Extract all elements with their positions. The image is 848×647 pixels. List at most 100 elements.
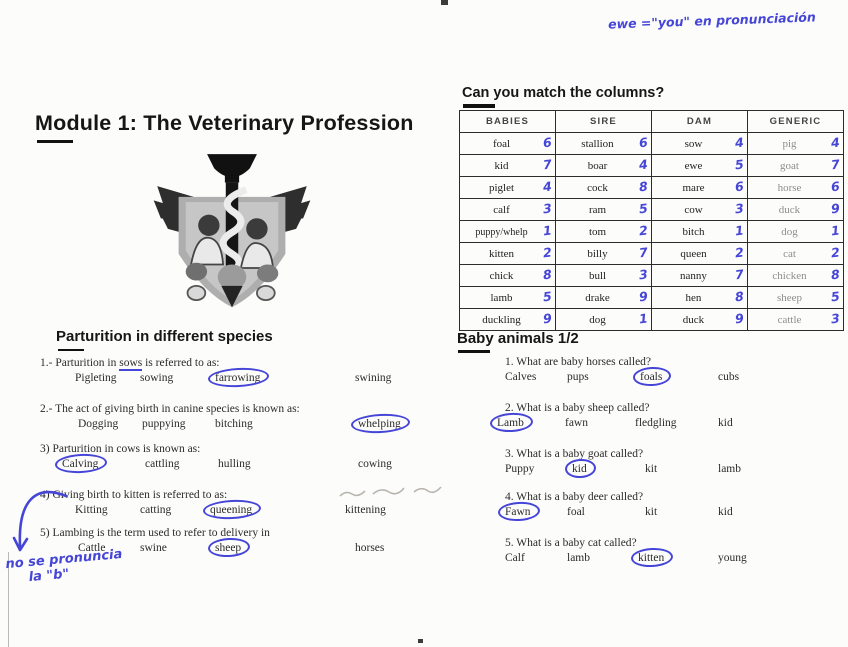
answer-option: kittening xyxy=(345,504,386,516)
answer-option: Puppy xyxy=(505,463,535,475)
answer-option: Pigleting xyxy=(75,372,117,384)
column-header: BABIES xyxy=(459,110,556,133)
question-prompt: 2.- The act of giving birth in canine sp… xyxy=(40,403,300,415)
handwritten-number: 6 xyxy=(830,178,841,195)
table-row: duckling 9 dog 1 duck 9 cattle 3 xyxy=(459,308,844,331)
section-underline xyxy=(58,349,84,351)
answer-option: cowing xyxy=(358,458,392,470)
answer-option-circled: kid xyxy=(572,463,587,475)
page-title: Module 1: The Veterinary Profession xyxy=(35,111,414,135)
table-cell: tom 2 xyxy=(555,220,652,243)
handwritten-number: 2 xyxy=(542,244,553,261)
section-underline xyxy=(463,104,495,108)
answer-option: cubs xyxy=(718,371,740,383)
answer-option: Kitting xyxy=(75,504,108,516)
table-cell: cow 3 xyxy=(651,198,748,221)
handwritten-number: 7 xyxy=(542,156,553,173)
handwritten-number: 8 xyxy=(734,288,745,305)
table-cell: foal 6 xyxy=(459,132,556,155)
table-cell: nanny 7 xyxy=(651,264,748,287)
answer-option: catting xyxy=(140,504,172,516)
table-cell: kitten 2 xyxy=(459,242,556,265)
question-prompt: 1. What are baby horses called? xyxy=(505,356,652,368)
question-prompt: 1.- Parturition in sows is referred to a… xyxy=(40,357,220,371)
answer-option: kit xyxy=(645,463,658,475)
table-cell: stallion 6 xyxy=(555,132,652,155)
handwritten-number: 8 xyxy=(638,178,649,195)
answer-option: swining xyxy=(355,372,392,384)
answer-option: puppying xyxy=(142,418,186,430)
answer-option: Dogging xyxy=(78,418,119,430)
handwritten-number: 6 xyxy=(638,134,649,151)
answer-option-circled: Calving xyxy=(62,458,99,470)
handwritten-number: 2 xyxy=(830,244,841,261)
table-cell: cock 8 xyxy=(555,176,652,199)
answer-option-circled: sheep xyxy=(215,542,242,554)
table-cell: dog 1 xyxy=(555,308,652,331)
answer-option: Calf xyxy=(505,552,525,564)
table-cell: ewe 5 xyxy=(651,154,748,177)
blue-underlined-word: sows xyxy=(119,357,143,371)
question-prompt: 5. What is a baby cat called? xyxy=(505,537,637,549)
table-cell: chicken 8 xyxy=(747,264,844,287)
section-heading-match: Can you match the columns? xyxy=(462,85,665,101)
question-block: 5) Lambing is the term used to refer to … xyxy=(40,527,460,569)
handwritten-number: 3 xyxy=(734,200,745,217)
table-cell: horse 6 xyxy=(747,176,844,199)
table-cell: lamb 5 xyxy=(459,286,556,309)
table-cell: goat 7 xyxy=(747,154,844,177)
scan-edge-line xyxy=(8,552,9,647)
handwritten-number: 9 xyxy=(830,200,841,217)
table-cell: chick 8 xyxy=(459,264,556,287)
handwritten-number: 6 xyxy=(542,134,553,151)
answer-option-circled: kitten xyxy=(638,552,665,564)
handwritten-number: 5 xyxy=(830,288,841,305)
answer-option: kid xyxy=(718,417,733,429)
veterinary-caduceus-emblem-icon xyxy=(153,154,311,308)
answer-option: lamb xyxy=(567,552,590,564)
handwritten-number: 9 xyxy=(542,310,553,327)
handwritten-number: 5 xyxy=(638,200,649,217)
handwritten-number: 2 xyxy=(638,222,649,239)
table-row: calf 3 ram 5 cow 3 duck 9 xyxy=(459,198,844,221)
handwritten-number: 9 xyxy=(734,310,745,327)
table-cell: cattle 3 xyxy=(747,308,844,331)
column-header: DAM xyxy=(651,110,748,133)
table-row: foal 6 stallion 6 sow 4 pig 4 xyxy=(459,132,844,155)
scan-mark xyxy=(441,0,448,5)
table-row: chick 8 bull 3 nanny 7 chicken 8 xyxy=(459,264,844,287)
answer-option: horses xyxy=(355,542,385,554)
table-row: lamb 5 drake 9 hen 8 sheep 5 xyxy=(459,286,844,309)
table-cell: piglet 4 xyxy=(459,176,556,199)
table-cell: bull 3 xyxy=(555,264,652,287)
answer-option: kit xyxy=(645,506,658,518)
answer-option: fledgling xyxy=(635,417,677,429)
table-cell: dog 1 xyxy=(747,220,844,243)
answer-option: cattling xyxy=(145,458,180,470)
handwritten-number: 3 xyxy=(542,200,553,217)
table-cell: cat 2 xyxy=(747,242,844,265)
question-block: 2.- The act of giving birth in canine sp… xyxy=(40,403,460,445)
answer-option: hulling xyxy=(218,458,251,470)
answer-option-circled: Fawn xyxy=(505,506,531,518)
question-prompt: 3. What is a baby goat called? xyxy=(505,448,644,460)
handwritten-number: 4 xyxy=(830,134,841,151)
table-header-row: BABIES SIRE DAM GENERIC xyxy=(459,110,844,133)
handwritten-number: 1 xyxy=(542,222,553,239)
table-cell: bitch 1 xyxy=(651,220,748,243)
answer-option: bitching xyxy=(215,418,253,430)
table-cell: pig 4 xyxy=(747,132,844,155)
section-heading-parturition: Parturition in different species xyxy=(56,328,273,345)
question-block: 1.- Parturition in sows is referred to a… xyxy=(40,357,460,399)
table-cell: boar 4 xyxy=(555,154,652,177)
handwritten-note-ewe: ewe ="you" en pronunciación xyxy=(607,9,816,32)
question-block: 3) Parturition in cows is known as: Calv… xyxy=(40,443,460,485)
handwritten-number: 9 xyxy=(638,288,649,305)
table-cell: puppy/whelp 1 xyxy=(459,220,556,243)
handwritten-number: 3 xyxy=(830,310,841,327)
answer-option: Cattle xyxy=(78,542,106,554)
handwritten-number: 5 xyxy=(542,288,553,305)
handwritten-number: 3 xyxy=(638,266,649,283)
answer-option: Calves xyxy=(505,371,537,383)
column-header: SIRE xyxy=(555,110,652,133)
